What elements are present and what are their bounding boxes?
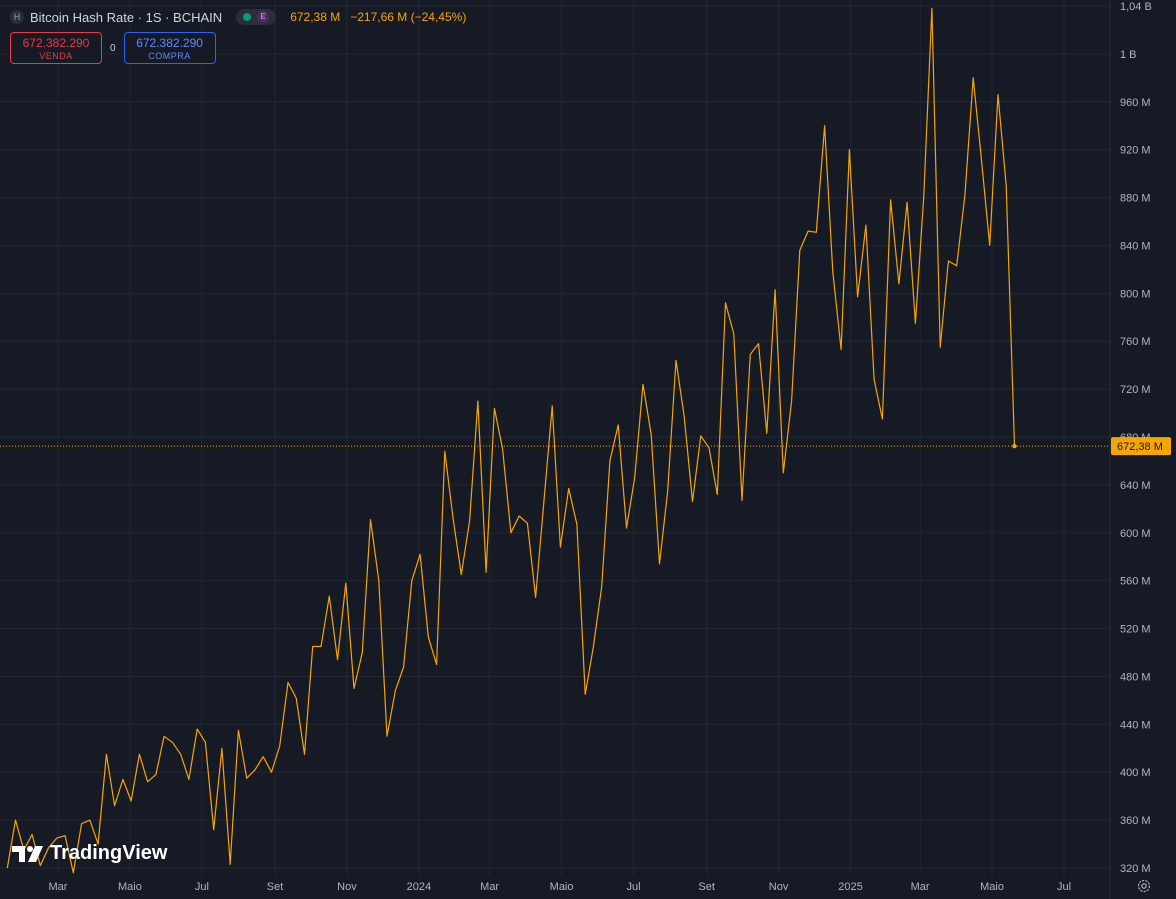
y-tick-label: 1,04 B — [1120, 1, 1152, 13]
y-tick-label: 440 M — [1120, 719, 1151, 731]
y-tick-label: 960 M — [1120, 97, 1151, 109]
market-open-dot-icon — [243, 13, 252, 21]
events-badge: E — [257, 11, 270, 23]
x-tick-label: Mar — [911, 881, 930, 893]
x-tick-label: Jul — [1057, 881, 1071, 893]
y-tick-label: 360 M — [1120, 815, 1151, 827]
last-price-tag: 672,38 M — [1111, 437, 1171, 456]
buy-button[interactable]: 672.382.290 COMPRA — [123, 32, 216, 64]
x-tick-label: Nov — [769, 881, 789, 893]
x-tick-label: 2024 — [407, 881, 431, 893]
y-tick-label: 920 M — [1120, 145, 1151, 157]
time-axis[interactable]: Mar Maio Jul Set Nov 2024 Mar Maio Jul Set Nov 2025… — [49, 881, 1072, 893]
x-tick-label: Mar — [480, 881, 499, 893]
y-tick-label: 720 M — [1120, 384, 1151, 396]
x-tick-label: 2025 — [838, 881, 862, 893]
y-tick-label: 600 M — [1120, 528, 1151, 540]
y-tick-label: 560 M — [1120, 576, 1151, 588]
x-tick-label: Maio — [118, 881, 142, 893]
x-tick-label: Nov — [337, 881, 357, 893]
x-tick-label: Set — [698, 881, 715, 893]
sell-label: VENDA — [39, 51, 73, 61]
y-tick-label: 480 M — [1120, 671, 1151, 683]
svg-text:672,38 M: 672,38 M — [1117, 441, 1163, 453]
symbol-title[interactable]: Bitcoin Hash Rate · 1S · BCHAIN — [30, 9, 223, 25]
y-tick-label: 840 M — [1120, 240, 1151, 252]
buy-price: 672.382.290 — [136, 36, 203, 50]
sell-price: 672.382.290 — [22, 36, 90, 50]
sell-button[interactable]: 672.382.290 VENDA — [10, 32, 102, 64]
tradingview-logo[interactable]: TradingView — [12, 842, 167, 865]
y-tick-label: 1 B — [1120, 49, 1137, 61]
x-tick-label: Jul — [626, 881, 640, 893]
y-tick-label: 400 M — [1120, 767, 1151, 779]
y-tick-label: 760 M — [1120, 336, 1151, 348]
buy-label: COMPRA — [148, 51, 191, 61]
trade-buttons: 672.382.290 VENDA 0 672.382.290 COMPRA — [10, 32, 216, 64]
logo-text: TradingView — [50, 842, 168, 864]
series-legend: H Bitcoin Hash Rate · 1S · BCHAIN E 672,… — [10, 8, 466, 26]
tradingview-logo-icon — [12, 845, 43, 862]
y-tick-label: 880 M — [1120, 193, 1151, 205]
x-tick-label: Maio — [980, 881, 1004, 893]
hash-rate-series-line — [6, 7, 1016, 874]
last-point-marker — [1012, 443, 1017, 449]
y-tick-label: 640 M — [1120, 480, 1151, 492]
y-tick-label: 520 M — [1120, 624, 1151, 636]
x-tick-label: Set — [267, 881, 284, 893]
x-tick-label: Maio — [550, 881, 574, 893]
symbol-icon: H — [10, 10, 24, 24]
legend-value: 672,38 M — [290, 10, 341, 24]
x-tick-label: Jul — [195, 881, 209, 893]
legend-change: −217,66 M (−24,45%) — [350, 10, 467, 24]
chart-grid — [0, 0, 1110, 876]
settings-gear-icon[interactable] — [1136, 878, 1152, 894]
status-pill[interactable]: E — [236, 9, 277, 25]
x-tick-label: Mar — [49, 881, 68, 893]
y-tick-label: 320 M — [1120, 863, 1151, 875]
y-tick-label: 800 M — [1120, 288, 1151, 300]
spread-value: 0 — [110, 42, 116, 54]
